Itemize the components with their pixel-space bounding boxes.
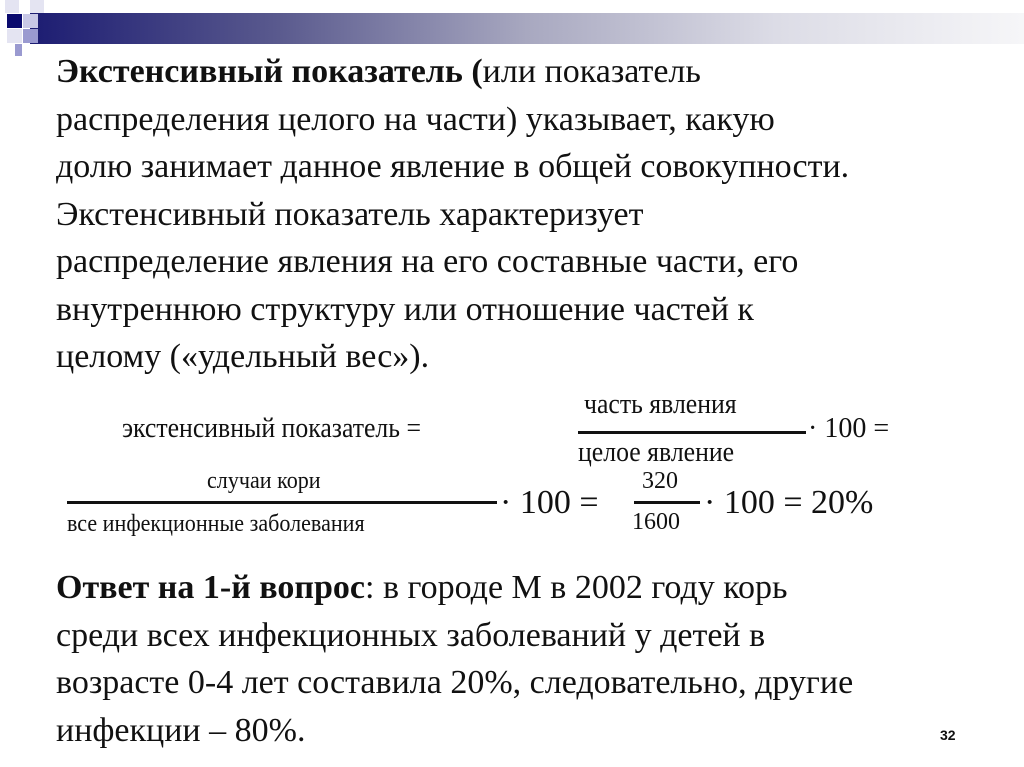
answer-paragraph: Ответ на 1-й вопрос: в городе М в 2002 г… (56, 569, 854, 749)
page-number: 32 (940, 727, 956, 743)
definition-paragraph: Экстенсивный показатель (или показатель … (56, 53, 850, 375)
decor-square (5, 0, 19, 13)
decor-square (7, 14, 22, 28)
answer-label: Ответ на 1-й вопрос (56, 569, 366, 606)
term-bold: Экстенсивный показатель ( (56, 53, 483, 90)
decor-square (30, 0, 44, 13)
header-gradient-bar (30, 13, 1024, 44)
decor-square (23, 29, 38, 43)
decor-square (23, 14, 38, 28)
decor-square (7, 29, 22, 43)
decor-square (15, 44, 22, 56)
